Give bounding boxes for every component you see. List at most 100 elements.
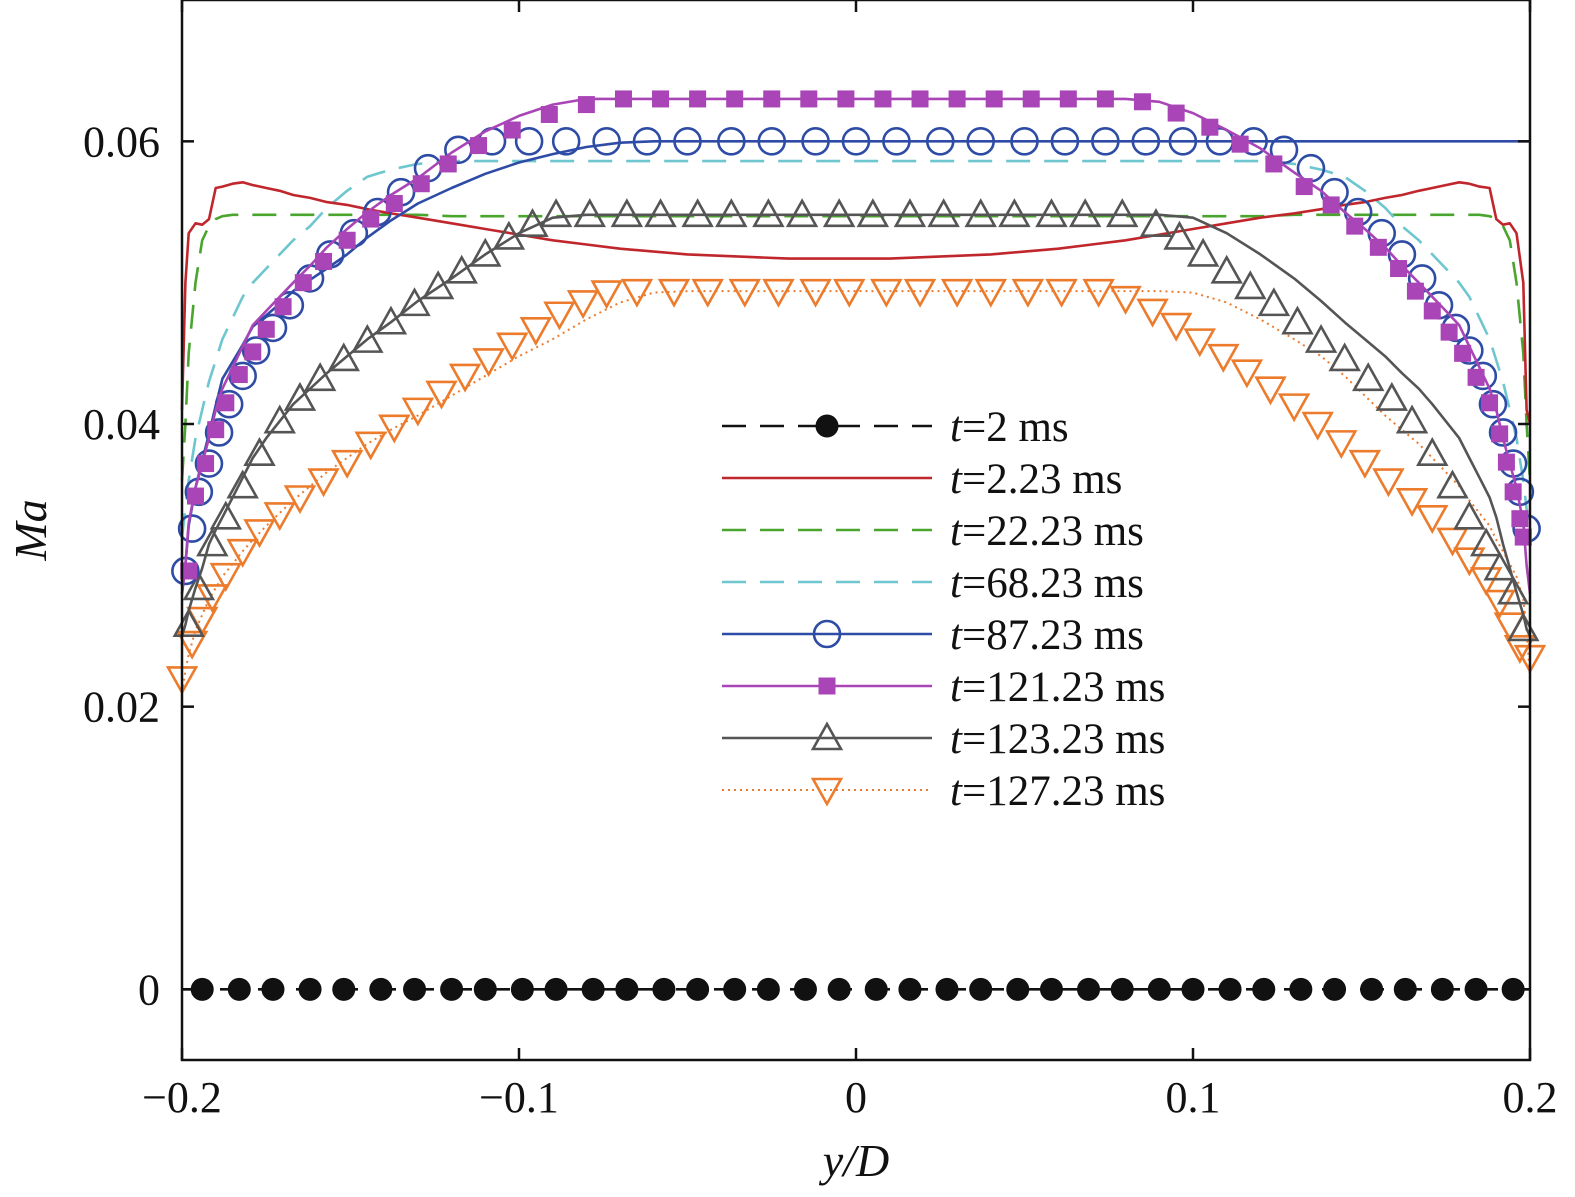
data-point: [196, 527, 229, 557]
data-point: [330, 449, 364, 479]
data-point: [964, 198, 997, 228]
data-point: [1454, 344, 1472, 362]
data-point: [473, 977, 497, 1001]
data-point: [1416, 437, 1449, 466]
legend-marker: [810, 721, 844, 751]
data-point: [1010, 127, 1039, 156]
data-point: [1139, 208, 1173, 238]
data-point: [1395, 488, 1429, 517]
data-point: [332, 977, 356, 1001]
data-point: [657, 278, 691, 308]
data-point: [1481, 394, 1499, 412]
legend-label: t=22.23 ms: [950, 508, 1144, 555]
data-point: [1436, 527, 1469, 557]
data-point: [1440, 323, 1458, 341]
data-point: [385, 195, 403, 213]
data-point: [1110, 977, 1134, 1001]
data-point: [186, 487, 204, 505]
x-tick-label: −0.1: [479, 1073, 559, 1122]
data-point: [1218, 977, 1242, 1001]
data-point: [1207, 343, 1240, 373]
series-layer: [165, 90, 1547, 1001]
data-point: [893, 198, 927, 228]
data-point: [870, 278, 903, 308]
data-point: [1133, 93, 1151, 111]
data-point: [1395, 404, 1429, 434]
data-point: [581, 977, 605, 1001]
data-point: [800, 90, 818, 108]
data-point: [516, 208, 549, 238]
data-point: [1011, 278, 1045, 308]
data-point: [614, 90, 632, 108]
data-point: [610, 198, 644, 228]
legend-entry: t=68.23 ms: [722, 560, 1144, 607]
x-tick-label: 0.1: [1166, 1073, 1221, 1122]
data-point: [1514, 528, 1532, 546]
data-point: [1181, 977, 1205, 1001]
data-point: [194, 449, 224, 478]
data-point: [1416, 504, 1449, 534]
series-line: [180, 140, 1530, 594]
data-point: [1295, 178, 1313, 196]
legend-label: t=123.23 ms: [950, 716, 1165, 763]
data-point: [1254, 376, 1287, 406]
data-point: [620, 278, 654, 308]
legend-entry: t=87.23 ms: [722, 612, 1144, 659]
data-point: [691, 278, 724, 308]
data-point: [226, 538, 259, 568]
data-point: [940, 278, 974, 308]
data-point: [903, 278, 937, 308]
y-tick-label: 0.06: [83, 117, 160, 166]
data-point: [1163, 220, 1196, 250]
data-point: [263, 502, 296, 532]
data-point: [925, 127, 955, 156]
data-point: [1406, 282, 1424, 300]
data-point: [969, 977, 993, 1001]
data-point: [492, 220, 526, 250]
data-point: [841, 127, 871, 156]
y-axis-label: Ma: [5, 499, 56, 561]
data-point: [180, 562, 198, 580]
data-point: [615, 977, 639, 1001]
data-point: [1068, 198, 1102, 228]
data-point: [1346, 217, 1364, 235]
data-point: [1491, 425, 1509, 443]
series-line: [180, 213, 1532, 481]
data-point: [1096, 90, 1114, 108]
data-point: [283, 381, 317, 411]
data-point: [1257, 287, 1291, 317]
data-point: [1183, 328, 1216, 358]
data-point: [1045, 278, 1078, 308]
data-point: [421, 270, 455, 300]
data-point: [1496, 575, 1530, 605]
legend-marker: [810, 777, 844, 807]
legend-entry: t=2.23 ms: [722, 456, 1122, 503]
data-point: [573, 198, 606, 228]
data-point: [898, 977, 922, 1001]
data-point: [190, 977, 214, 1001]
data-point: [1059, 90, 1077, 108]
data-point: [763, 90, 781, 108]
data-point: [1393, 977, 1417, 1001]
data-point: [874, 90, 892, 108]
data-point: [209, 562, 243, 592]
data-point: [1147, 977, 1171, 1001]
data-point: [496, 332, 529, 362]
data-point: [726, 90, 744, 108]
data-point: [440, 977, 464, 1001]
data-point: [632, 127, 662, 156]
y-tick-label: 0.04: [83, 400, 160, 449]
data-point: [1035, 198, 1068, 228]
data-point: [1269, 135, 1299, 165]
y-tick-label: 0: [138, 965, 160, 1014]
y-tick-label: 0.02: [83, 683, 160, 732]
data-point: [1503, 635, 1537, 664]
legend: t=2 ms t=2.23 ms t=22.23 ms t=68.23 ms t=87.…: [722, 404, 1165, 815]
series-line: [180, 97, 1532, 594]
data-point: [294, 274, 312, 292]
legend-marker: [812, 619, 842, 649]
data-point: [1168, 127, 1198, 156]
data-point: [283, 485, 317, 515]
data-point: [1322, 196, 1340, 214]
series-line: [180, 159, 1532, 538]
